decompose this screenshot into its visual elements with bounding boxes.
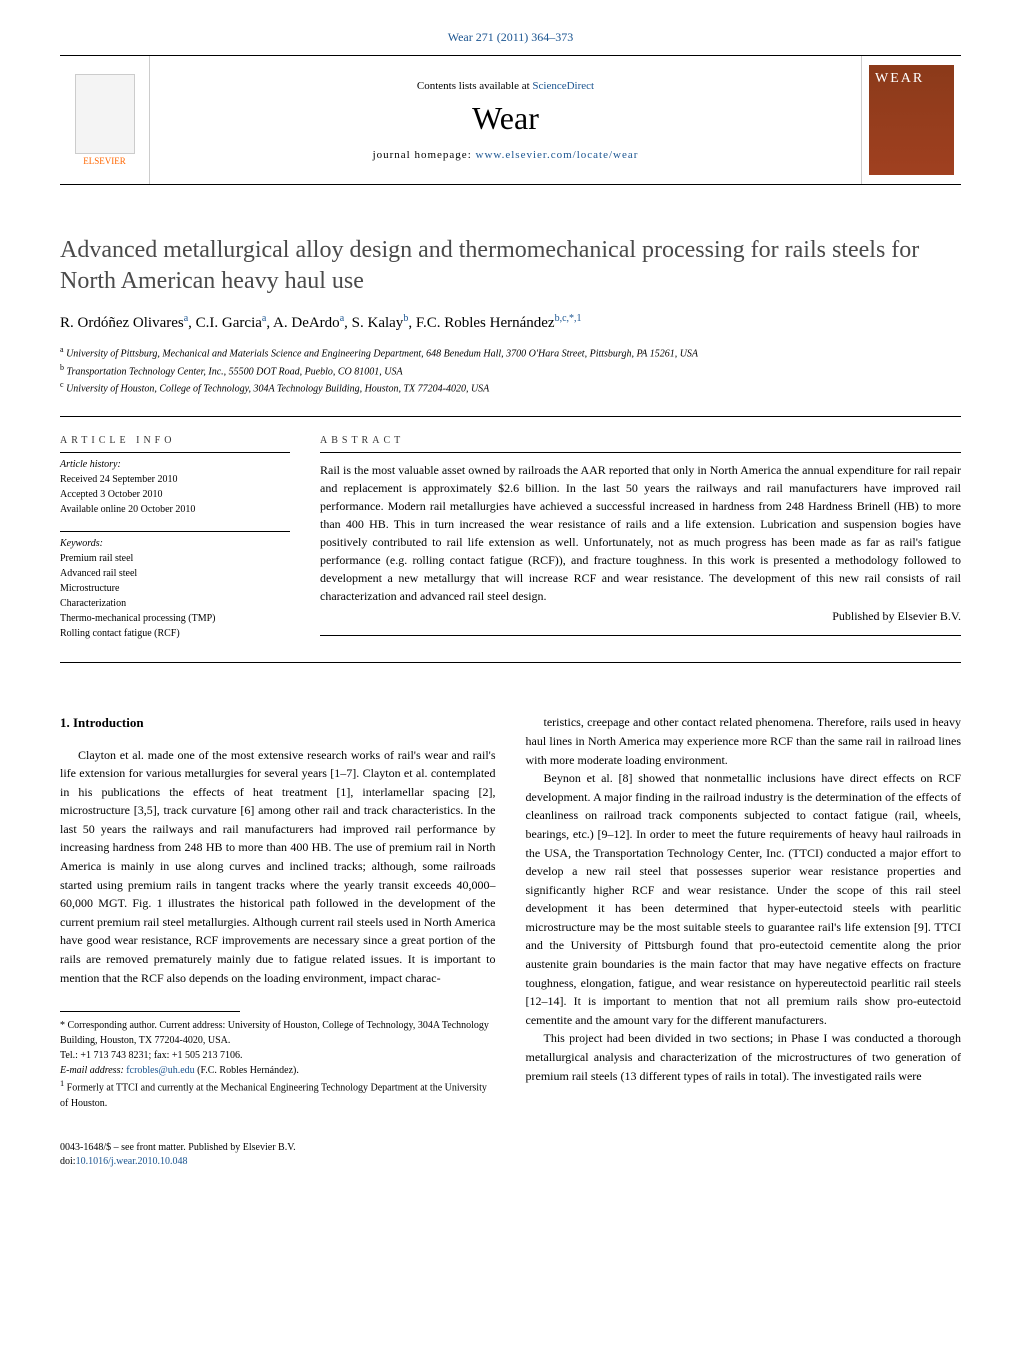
citation-link[interactable]: Wear 271 (2011) 364–373 xyxy=(448,30,574,44)
aff-text: University of Houston, College of Techno… xyxy=(66,383,489,394)
keyword: Microstructure xyxy=(60,581,290,596)
keyword: Rolling contact fatigue (RCF) xyxy=(60,626,290,641)
email-label: E-mail address: xyxy=(60,1065,126,1076)
divider-rule xyxy=(60,662,961,663)
author-aff-mark: b xyxy=(403,313,408,324)
body-col-right: teristics, creepage and other contact re… xyxy=(526,713,962,1110)
info-rule xyxy=(60,452,290,453)
publisher-logo-box: ELSEVIER xyxy=(60,56,150,184)
abstract-body: Rail is the most valuable asset owned by… xyxy=(320,461,961,625)
authors-line: R. Ordóñez Olivaresa, C.I. Garciaa, A. D… xyxy=(60,313,961,332)
doi-pre: doi: xyxy=(60,1156,76,1167)
divider-rule xyxy=(60,416,961,417)
footnote-rule xyxy=(60,1011,240,1012)
author-aff-mark: a xyxy=(262,313,266,324)
author-aff-mark: b,c,*,1 xyxy=(555,313,582,324)
author: S. Kalay xyxy=(352,315,404,331)
paragraph: This project had been divided in two sec… xyxy=(526,1029,962,1085)
journal-name: Wear xyxy=(472,100,539,137)
author-aff-mark: a xyxy=(340,313,344,324)
contents-pre: Contents lists available at xyxy=(417,80,532,92)
elsevier-label: ELSEVIER xyxy=(75,156,135,166)
doi-line: doi:10.1016/j.wear.2010.10.048 xyxy=(60,1155,961,1169)
abstract-end-rule xyxy=(320,635,961,636)
homepage-line: journal homepage: www.elsevier.com/locat… xyxy=(373,149,639,161)
email-line: E-mail address: fcrobles@uh.edu (F.C. Ro… xyxy=(60,1063,496,1078)
footnotes: * Corresponding author. Current address:… xyxy=(60,1018,496,1110)
aff-key: b xyxy=(60,363,64,372)
keyword: Premium rail steel xyxy=(60,551,290,566)
corresponding-author-note: * Corresponding author. Current address:… xyxy=(60,1018,496,1048)
fn1-mark: 1 xyxy=(60,1079,64,1088)
history-line: Accepted 3 October 2010 xyxy=(60,487,290,502)
keyword: Thermo-mechanical processing (TMP) xyxy=(60,611,290,626)
history-label: Article history: xyxy=(60,459,290,470)
aff-key: c xyxy=(60,380,64,389)
tel-fax: Tel.: +1 713 743 8231; fax: +1 505 213 7… xyxy=(60,1048,496,1063)
email-suffix: (F.C. Robles Hernández). xyxy=(195,1065,299,1076)
keywords-label: Keywords: xyxy=(60,538,290,549)
info-rule xyxy=(60,531,290,532)
author: C.I. Garcia xyxy=(196,315,262,331)
journal-banner: ELSEVIER Contents lists available at Sci… xyxy=(60,55,961,185)
history-body: Received 24 September 2010 Accepted 3 Oc… xyxy=(60,472,290,517)
article-info-label: article info xyxy=(60,435,290,446)
email-link[interactable]: fcrobles@uh.edu xyxy=(126,1065,194,1076)
body-col-left: 1. Introduction Clayton et al. made one … xyxy=(60,713,496,1110)
cover-thumb: WEAR xyxy=(869,65,954,175)
copyright-line: 0043-1648/$ – see front matter. Publishe… xyxy=(60,1141,961,1155)
paragraph: teristics, creepage and other contact re… xyxy=(526,713,962,769)
abstract-label: abstract xyxy=(320,435,961,446)
body-columns: 1. Introduction Clayton et al. made one … xyxy=(60,713,961,1110)
elsevier-tree-icon xyxy=(75,74,135,154)
article-title: Advanced metallurgical alloy design and … xyxy=(60,235,961,297)
affiliation: a University of Pittsburg, Mechanical an… xyxy=(60,344,961,361)
section-heading: 1. Introduction xyxy=(60,713,496,733)
paragraph: Beynon et al. [8] showed that nonmetalli… xyxy=(526,769,962,1029)
aff-text: University of Pittsburg, Mechanical and … xyxy=(66,349,698,360)
author: A. DeArdo xyxy=(273,315,340,331)
paragraph: Clayton et al. made one of the most exte… xyxy=(60,746,496,988)
keywords-body: Premium rail steel Advanced rail steel M… xyxy=(60,551,290,641)
author: R. Ordóñez Olivares xyxy=(60,315,184,331)
footer-block: 0043-1648/$ – see front matter. Publishe… xyxy=(60,1141,961,1169)
published-by: Published by Elsevier B.V. xyxy=(320,607,961,625)
citation-header: Wear 271 (2011) 364–373 xyxy=(0,0,1021,55)
history-line: Available online 20 October 2010 xyxy=(60,502,290,517)
aff-key: a xyxy=(60,345,64,354)
history-line: Received 24 September 2010 xyxy=(60,472,290,487)
fn1-text: Formerly at TTCI and currently at the Me… xyxy=(60,1083,487,1109)
affiliation: c University of Houston, College of Tech… xyxy=(60,379,961,396)
cover-thumb-box: WEAR xyxy=(861,56,961,184)
abstract-col: abstract Rail is the most valuable asset… xyxy=(320,435,961,644)
info-abstract-row: article info Article history: Received 2… xyxy=(60,435,961,644)
keyword: Characterization xyxy=(60,596,290,611)
keyword: Advanced rail steel xyxy=(60,566,290,581)
author-aff-mark: a xyxy=(184,313,188,324)
aff-text: Transportation Technology Center, Inc., … xyxy=(67,366,403,377)
doi-link[interactable]: 10.1016/j.wear.2010.10.048 xyxy=(76,1156,188,1167)
sciencedirect-link[interactable]: ScienceDirect xyxy=(532,80,594,92)
affiliation: b Transportation Technology Center, Inc.… xyxy=(60,362,961,379)
footnote-1: 1 Formerly at TTCI and currently at the … xyxy=(60,1078,496,1110)
article-info-col: article info Article history: Received 2… xyxy=(60,435,290,644)
homepage-pre: journal homepage: xyxy=(373,149,476,161)
contents-line: Contents lists available at ScienceDirec… xyxy=(417,80,594,92)
abstract-text: Rail is the most valuable asset owned by… xyxy=(320,463,961,603)
affiliations: a University of Pittsburg, Mechanical an… xyxy=(60,344,961,396)
homepage-link[interactable]: www.elsevier.com/locate/wear xyxy=(476,149,639,161)
author: F.C. Robles Hernández xyxy=(416,315,555,331)
abstract-rule xyxy=(320,452,961,453)
banner-center: Contents lists available at ScienceDirec… xyxy=(150,56,861,184)
